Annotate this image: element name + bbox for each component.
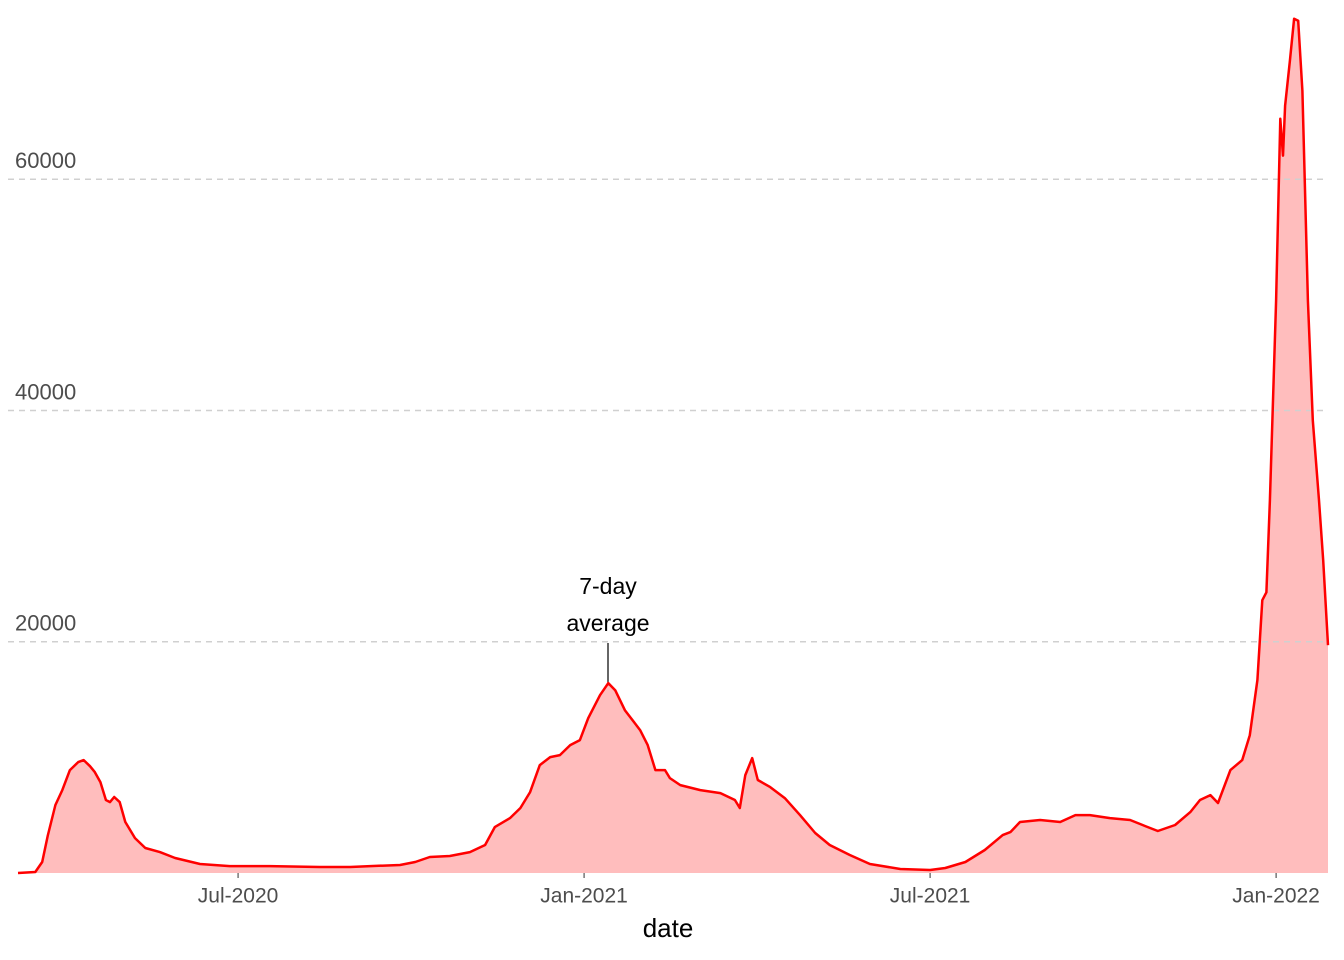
x-axis-label: date <box>643 913 694 943</box>
annotation: average <box>566 610 649 636</box>
area <box>18 18 1328 874</box>
y-tick-label: 20000 <box>15 611 76 636</box>
y-tick-label: 40000 <box>15 379 76 404</box>
x-tick-label: Jan-2022 <box>1232 885 1320 908</box>
x-tick-label: Jul-2021 <box>890 885 971 908</box>
annotation: 7-day <box>579 573 637 599</box>
line <box>17 17 1330 875</box>
y-tick-label: 60000 <box>15 148 76 173</box>
x-tick-label: Jul-2020 <box>198 885 279 908</box>
x-tick-label: Jan-2021 <box>540 885 628 908</box>
